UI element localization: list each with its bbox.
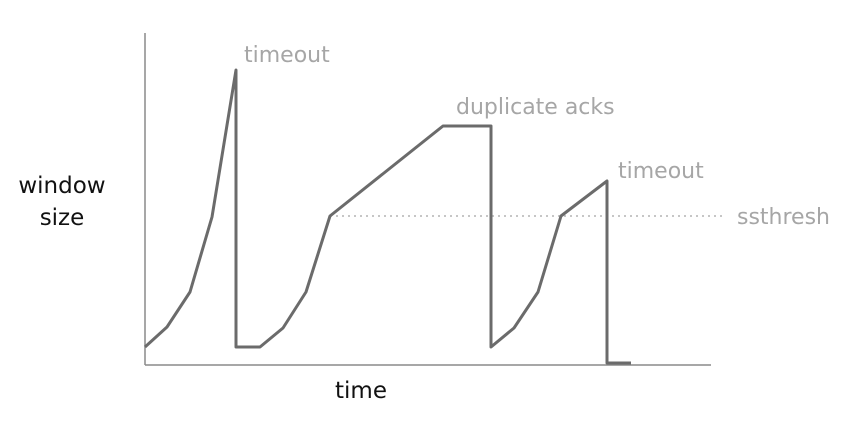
y-axis-label-line1: window	[18, 173, 105, 199]
timeout-annotation-second: timeout	[618, 159, 704, 184]
y-axis-label-line2: size	[40, 205, 85, 231]
duplicate-acks-annotation: duplicate acks	[456, 95, 615, 120]
congestion-window-line	[143, 68, 631, 365]
x-axis-label: time	[335, 378, 387, 404]
timeout-annotation-first: timeout	[244, 43, 330, 68]
ssthresh-annotation: ssthresh	[737, 205, 830, 230]
